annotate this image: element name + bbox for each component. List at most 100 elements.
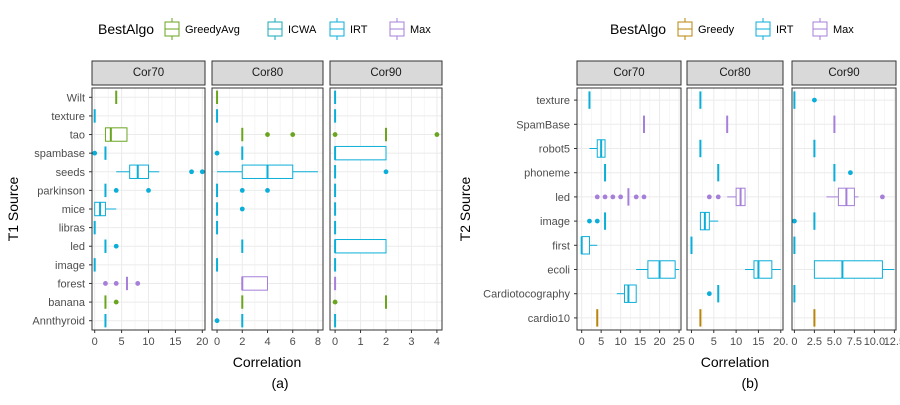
panel-background [792,88,896,330]
y-tick-label: image [540,216,570,228]
outlier-point [332,299,338,305]
legend-key-irt [329,18,345,40]
y-tick-label: Annthyroid [32,316,85,328]
outlier-point [594,194,600,200]
legend-key-greedy [677,18,693,40]
box-forest [241,276,268,291]
legend-key-max [812,18,828,40]
box-iqr [647,260,676,279]
box-iqr [104,127,128,142]
facet-strip [329,60,443,86]
box-iqr [334,145,387,161]
outlier-point [594,218,600,224]
x-tick-label: 10.0 [864,336,885,348]
outlier-point [641,194,647,200]
outlier-point [332,132,338,137]
box-led [706,187,746,207]
box-parkinson [216,183,270,198]
outlier-point [434,132,440,137]
box-banana [332,295,387,309]
y-tick-label: mice [62,204,85,216]
x-tick-label: 0 [579,336,585,348]
box-tao [332,127,440,142]
x-tick-label: 3 [408,336,414,348]
y-tick-label: led [70,241,85,253]
y-tick-label: forest [57,278,85,290]
box-image [587,212,607,230]
x-tick-label: 0 [791,336,797,348]
x-tick-label: 2 [239,336,245,348]
y-tick-label: seeds [56,167,86,179]
outlier-point [214,318,220,324]
facet-strip-label: Cor80 [719,67,750,79]
y-tick-label: banana [48,297,86,309]
box-annthyroid [214,313,244,328]
box-iqr [813,260,883,279]
y-tick-label: robot5 [539,144,570,156]
panel-border [576,87,682,331]
figure-caption: (a) [271,375,288,391]
chart-a: BestAlgo GreedyAvg ICWA IRT Max Wilt texture ta… [5,18,443,391]
box-texture [793,91,817,109]
facet-strip [576,60,682,86]
outlier-point [290,132,296,137]
x-tick-label: 20. [773,336,788,348]
x-axis-title: Correlation [233,354,301,370]
box-tao [104,127,128,142]
y-tick-label: parkinson [37,185,85,197]
outlier-point [146,187,151,193]
y-tick-label: libras [59,223,86,235]
box-first [580,236,598,255]
x-tick-label: 20 [196,336,208,348]
x-tick-label: 7.5 [847,336,862,348]
x-tick-label: 10 [615,336,627,348]
y-axis-title: T2 Source [457,176,473,241]
box-led [334,239,387,254]
box-spambase [92,146,107,160]
box-robot5 [589,139,606,158]
y-tick-label: texture [51,111,85,123]
outlier-point [618,194,624,200]
outlier-point [239,206,245,212]
box-led [826,187,885,207]
panel-background [687,88,783,330]
legend-label: IRT [776,24,794,36]
box-forest [103,276,141,291]
outlier-point [189,169,194,175]
facet-panel-cor70: Cor70 0 5 10 15 20 25 [576,60,685,348]
facet-panel-cor80: Cor80 0 5 10 15 20. [686,60,788,348]
box-image [699,211,719,231]
box-iqr [624,284,637,303]
x-tick-label: 0 [214,336,220,348]
facet-strip [211,60,324,86]
outlier-point [92,150,98,156]
facet-panel-cor90: Cor90 0 1 2 3 4 [329,60,443,348]
x-tick-label: 8 [315,336,321,348]
facet-strip-label: Cor90 [370,67,401,79]
chart-b: BestAlgo Greedy IRT Max texture SpamBase robot… [457,18,900,391]
legend-label: GreedyAvg [185,24,240,36]
facet-strip [791,60,897,86]
x-tick-label: 15 [634,336,646,348]
panel-border [791,87,897,331]
legend-label: Max [410,24,431,36]
x-axis-title: Correlation [701,354,769,370]
box-cardiotocography [616,284,637,303]
outlier-point [812,97,817,103]
x-tick-label: 25 [673,336,685,348]
x-tick-label: 10 [730,336,742,348]
box-mice [216,202,245,216]
y-tick-label: image [55,260,85,272]
box-tao [241,127,296,142]
outlier-point [602,194,608,200]
outlier-point [113,243,119,249]
y-tick-label: first [552,240,570,252]
outlier-point [199,169,205,175]
x-tick-label: 4 [434,336,440,348]
legend-key-icwa [267,18,283,40]
box-seeds [334,165,389,179]
legend: BestAlgo Greedy IRT Max [610,18,854,40]
x-tick-label: 5 [711,336,717,348]
outlier-point [610,194,616,200]
